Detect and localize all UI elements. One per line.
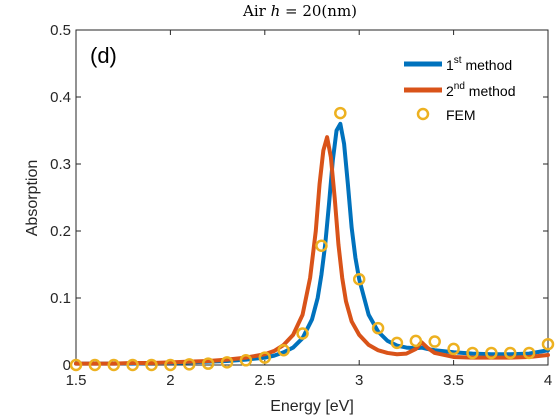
fem-point [522, 346, 536, 360]
legend-1-sup: st [454, 55, 462, 66]
title-variable: h [271, 2, 281, 20]
legend-label-fem: FEM [446, 107, 476, 123]
fem-point [485, 346, 498, 360]
panel-label: (d) [90, 43, 117, 68]
y-axis-ticks: 0 0.1 0.2 0.3 0.4 0.5 [50, 22, 548, 374]
fem-point [220, 356, 234, 369]
fem-point [239, 354, 253, 367]
x-axis-label: Energy [eV] [270, 398, 354, 415]
fem-point [371, 321, 385, 335]
y-tick-label: 0.1 [50, 290, 71, 307]
fem-point [145, 358, 158, 372]
y-tick-label: 0.3 [50, 156, 71, 173]
legend-label-series-2: 2nd method [446, 81, 516, 99]
fem-point [390, 336, 404, 350]
legend-swatch-fem [416, 107, 430, 121]
fem-point [352, 272, 366, 286]
legend-2-sup: nd [454, 81, 465, 92]
legend-1-base: 1 [446, 57, 454, 73]
fem-point [277, 344, 290, 357]
fem-point [409, 334, 423, 348]
fem-point [164, 358, 177, 372]
x-tick-label: 2 [166, 372, 174, 389]
fem-point [428, 335, 441, 348]
legend-label-series-1: 1st method [446, 55, 512, 73]
chart-title: Air h = 20(nm) [242, 2, 357, 20]
fem-point [201, 357, 215, 370]
title-prefix: Air [242, 2, 271, 20]
y-axis-label: Absorption [24, 160, 41, 237]
fem-markers [69, 106, 555, 372]
fem-point [541, 337, 555, 351]
x-tick-label: 2.5 [254, 372, 275, 389]
x-tick-label: 1.5 [66, 372, 87, 389]
legend-2-rest: method [465, 83, 516, 99]
legend: 1st method 2nd method FEM [404, 55, 516, 123]
fem-point [296, 327, 309, 340]
y-tick-label: 0.5 [50, 22, 71, 39]
fem-point [334, 106, 347, 120]
legend-2-base: 2 [446, 83, 454, 99]
x-axis-ticks: 1.5 2 2.5 3 3.5 4 [66, 30, 552, 389]
y-tick-label: 0.2 [50, 223, 71, 240]
y-tick-label: 0 [63, 357, 71, 374]
fem-point [315, 239, 328, 252]
title-rest: = 20(nm) [280, 2, 357, 20]
fem-point [126, 358, 139, 372]
fem-point [258, 351, 272, 364]
fem-point [503, 346, 517, 360]
fem-point [88, 358, 102, 372]
plot-area: 1.5 2 2.5 3 3.5 4 0 0.1 0.2 0.3 0.4 0.5 [50, 22, 555, 389]
fem-point [107, 358, 121, 372]
fem-point [183, 358, 196, 371]
axes-box [75, 29, 549, 366]
x-tick-label: 4 [544, 372, 552, 389]
legend-1-rest: method [462, 57, 513, 73]
fem-point [447, 342, 460, 356]
y-tick-label: 0.4 [50, 89, 71, 106]
x-tick-label: 3.5 [443, 372, 464, 389]
x-tick-label: 3 [355, 372, 363, 389]
fem-point [466, 346, 479, 360]
fem-point [69, 358, 83, 372]
